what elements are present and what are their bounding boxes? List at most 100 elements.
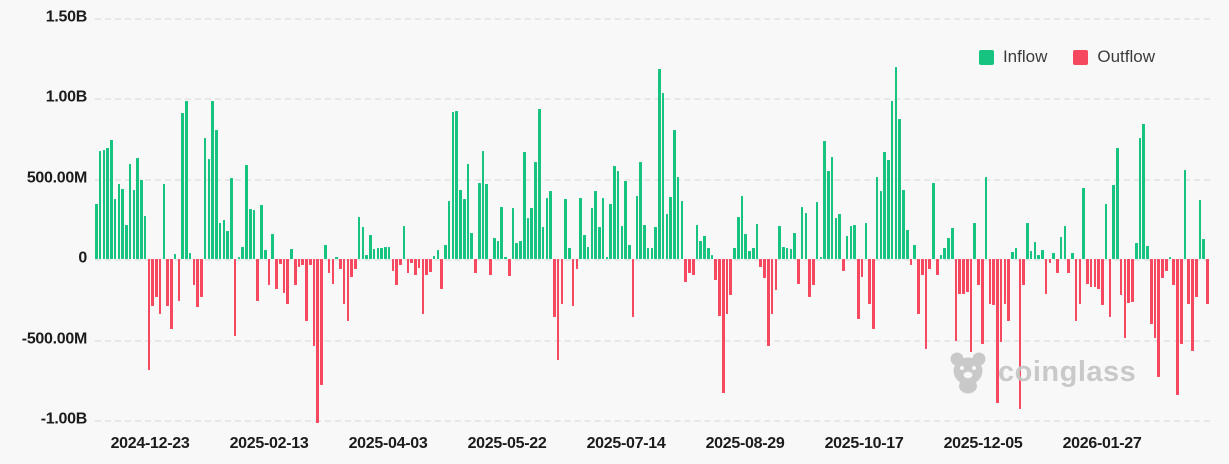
inflow-bar[interactable]: [361, 226, 365, 259]
outflow-bar[interactable]: [417, 259, 421, 269]
outflow-bar[interactable]: [1206, 259, 1209, 305]
inflow-bar[interactable]: [222, 220, 226, 259]
inflow-bar[interactable]: [639, 162, 642, 259]
outflow-bar[interactable]: [808, 259, 811, 298]
outflow-bar[interactable]: [177, 259, 181, 301]
inflow-bar[interactable]: [549, 190, 552, 259]
inflow-bar[interactable]: [541, 226, 545, 259]
outflow-bar[interactable]: [342, 259, 346, 305]
inflow-bar[interactable]: [485, 184, 489, 259]
inflow-bar[interactable]: [162, 184, 166, 259]
inflow-bar[interactable]: [515, 242, 519, 259]
inflow-bar[interactable]: [890, 101, 894, 259]
outflow-bar[interactable]: [684, 259, 687, 282]
outflow-bar[interactable]: [1149, 259, 1153, 325]
inflow-bar[interactable]: [609, 204, 612, 259]
inflow-bar[interactable]: [827, 171, 830, 259]
inflow-bar[interactable]: [519, 240, 522, 259]
inflow-bar[interactable]: [782, 246, 785, 259]
inflow-bar[interactable]: [102, 150, 106, 259]
inflow-bar[interactable]: [462, 199, 466, 259]
outflow-bar[interactable]: [1074, 259, 1078, 321]
inflow-bar[interactable]: [1082, 187, 1085, 259]
outflow-bar[interactable]: [196, 259, 199, 308]
inflow-bar[interactable]: [658, 69, 661, 259]
outflow-bar[interactable]: [406, 259, 410, 274]
outflow-bar[interactable]: [770, 259, 774, 314]
outflow-bar[interactable]: [980, 259, 984, 344]
inflow-bar[interactable]: [616, 171, 620, 259]
outflow-bar[interactable]: [575, 259, 579, 269]
outflow-bar[interactable]: [1007, 259, 1010, 321]
inflow-bar[interactable]: [748, 250, 751, 259]
inflow-bar[interactable]: [248, 208, 252, 259]
inflow-bar[interactable]: [526, 217, 530, 259]
outflow-bar[interactable]: [1157, 259, 1161, 377]
inflow-bar[interactable]: [703, 236, 706, 259]
outflow-bar[interactable]: [425, 259, 428, 276]
outflow-bar[interactable]: [350, 259, 353, 277]
inflow-bar[interactable]: [804, 212, 808, 259]
outflow-bar[interactable]: [1089, 259, 1093, 287]
inflow-bar[interactable]: [530, 207, 534, 259]
outflow-bar[interactable]: [1086, 259, 1089, 284]
inflow-bar[interactable]: [470, 233, 473, 259]
outflow-bar[interactable]: [1022, 259, 1025, 286]
outflow-bar[interactable]: [631, 259, 635, 318]
inflow-bar[interactable]: [785, 247, 789, 259]
inflow-bar[interactable]: [436, 249, 440, 259]
inflow-bar[interactable]: [365, 254, 368, 259]
inflow-bar[interactable]: [534, 162, 537, 259]
inflow-bar[interactable]: [128, 164, 132, 259]
inflow-bar[interactable]: [324, 245, 327, 259]
outflow-bar[interactable]: [1176, 259, 1179, 396]
inflow-bar[interactable]: [511, 208, 515, 259]
inflow-bar[interactable]: [226, 230, 229, 259]
outflow-bar[interactable]: [414, 259, 417, 276]
inflow-bar[interactable]: [181, 113, 184, 259]
inflow-bar[interactable]: [245, 164, 248, 259]
inflow-bar[interactable]: [1134, 243, 1138, 259]
inflow-bar[interactable]: [875, 177, 879, 259]
inflow-bar[interactable]: [466, 164, 470, 259]
inflow-bar[interactable]: [669, 197, 672, 259]
outflow-bar[interactable]: [999, 259, 1003, 343]
inflow-bar[interactable]: [188, 253, 192, 259]
outflow-bar[interactable]: [1097, 259, 1100, 289]
outflow-bar[interactable]: [256, 259, 260, 301]
outflow-bar[interactable]: [316, 259, 320, 424]
inflow-bar[interactable]: [898, 118, 901, 259]
inflow-bar[interactable]: [605, 257, 609, 259]
inflow-bar[interactable]: [613, 166, 616, 259]
outflow-bar[interactable]: [489, 259, 492, 276]
inflow-bar[interactable]: [136, 157, 139, 259]
inflow-bar[interactable]: [620, 225, 624, 259]
inflow-bar[interactable]: [789, 248, 793, 259]
inflow-bar[interactable]: [110, 139, 113, 259]
outflow-bar[interactable]: [346, 259, 350, 321]
inflow-bar[interactable]: [1052, 253, 1055, 259]
inflow-bar[interactable]: [252, 210, 256, 259]
inflow-bar[interactable]: [973, 222, 977, 259]
outflow-bar[interactable]: [1153, 259, 1157, 338]
inflow-bar[interactable]: [650, 247, 654, 259]
outflow-bar[interactable]: [410, 259, 413, 264]
outflow-bar[interactable]: [763, 259, 766, 278]
inflow-bar[interactable]: [455, 110, 458, 259]
outflow-bar[interactable]: [158, 259, 162, 314]
outflow-bar[interactable]: [718, 259, 721, 316]
outflow-bar[interactable]: [1194, 259, 1198, 298]
inflow-bar[interactable]: [241, 247, 244, 259]
inflow-bar[interactable]: [586, 246, 590, 259]
inflow-bar[interactable]: [736, 217, 740, 259]
outflow-bar[interactable]: [275, 259, 278, 289]
outflow-bar[interactable]: [571, 259, 575, 306]
inflow-bar[interactable]: [1037, 254, 1040, 259]
inflow-bar[interactable]: [263, 250, 267, 259]
outflow-bar[interactable]: [293, 259, 297, 285]
inflow-bar[interactable]: [673, 130, 676, 259]
outflow-bar[interactable]: [474, 259, 477, 274]
inflow-bar[interactable]: [1014, 247, 1018, 259]
outflow-bar[interactable]: [767, 259, 770, 346]
outflow-bar[interactable]: [909, 259, 913, 266]
